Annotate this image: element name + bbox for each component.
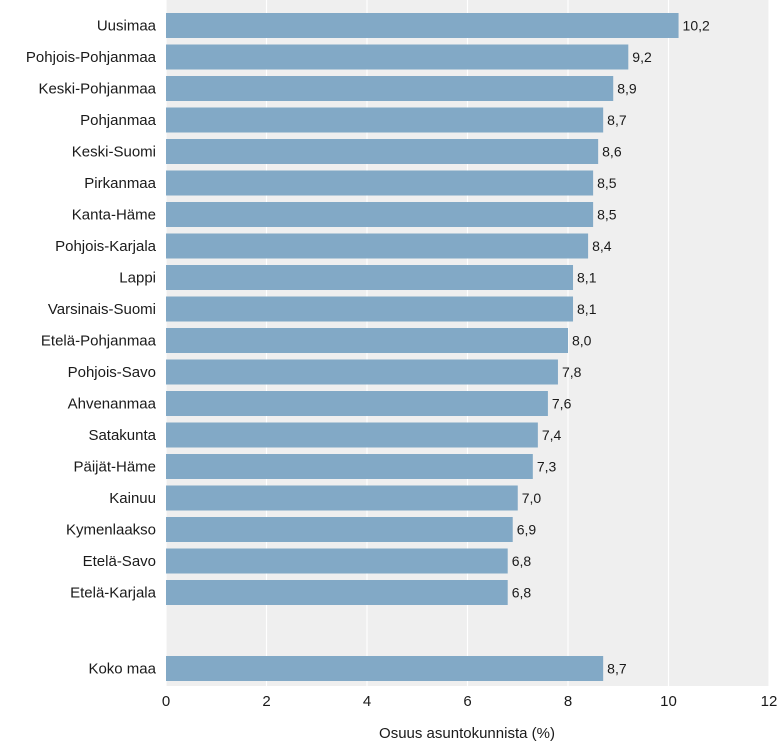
bar-row-15	[166, 485, 518, 511]
value-label: 8,9	[617, 81, 637, 97]
value-label: 8,7	[607, 661, 627, 677]
category-label: Ahvenanmaa	[68, 396, 157, 413]
bar-row-2	[166, 76, 614, 101]
category-label: Pohjois-Pohjanmaa	[26, 49, 157, 66]
category-label: Keski-Pohjanmaa	[38, 81, 156, 98]
value-label: 7,8	[562, 364, 582, 380]
value-label: 10,2	[683, 18, 710, 34]
x-axis-ticks: 0 2 4 6 8 10 12	[162, 693, 778, 710]
value-label: 7,4	[542, 427, 562, 443]
bar-row-4	[166, 139, 599, 164]
x-tick-label: 6	[463, 693, 471, 710]
bars	[166, 13, 679, 681]
x-tick-label: 0	[162, 693, 170, 710]
x-tick-label: 4	[363, 693, 371, 710]
bar-row-1	[166, 44, 629, 70]
value-label: 8,5	[597, 175, 617, 191]
category-label: Koko maa	[88, 661, 156, 678]
category-label: Etelä-Savo	[83, 553, 156, 570]
category-label: Lappi	[119, 270, 156, 287]
bar-row-14	[166, 454, 533, 479]
value-label: 6,8	[512, 585, 532, 601]
category-label: Kymenlaakso	[66, 522, 156, 539]
bar-row-6	[166, 202, 594, 227]
x-axis-title: Osuus asuntokunnista (%)	[379, 725, 555, 742]
bar-row-11	[166, 359, 558, 385]
value-label: 8,1	[577, 270, 597, 286]
bar-row-0	[166, 13, 679, 38]
bar-total	[166, 656, 604, 681]
category-label: Satakunta	[88, 427, 156, 444]
x-tick-label: 12	[761, 693, 778, 710]
bar-row-18	[166, 580, 508, 605]
category-label: Varsinais-Suomi	[48, 301, 156, 318]
category-label: Uusimaa	[97, 18, 157, 35]
value-label: 7,3	[537, 459, 557, 475]
bar-row-16	[166, 517, 513, 542]
x-tick-label: 10	[660, 693, 677, 710]
bar-row-12	[166, 391, 548, 416]
value-label: 8,6	[602, 144, 622, 160]
x-tick-label: 8	[564, 693, 572, 710]
category-label: Etelä-Pohjanmaa	[41, 333, 157, 350]
value-label: 6,9	[517, 522, 537, 538]
bar-row-8	[166, 265, 574, 290]
bar-row-17	[166, 548, 508, 574]
value-labels: 10,2 9,2 8,9 8,7 8,6 8,5 8,5 8,4 8,1 8,1 8,0 7,8 7,6…	[512, 18, 710, 677]
value-label: 8,5	[597, 207, 617, 223]
value-label: 7,6	[552, 396, 572, 412]
value-label: 8,7	[607, 112, 627, 128]
bar-row-3	[166, 107, 604, 133]
bar-row-5	[166, 170, 594, 196]
category-label: Kanta-Häme	[72, 207, 156, 224]
category-label: Keski-Suomi	[72, 144, 156, 161]
bar-row-7	[166, 233, 589, 259]
category-label: Etelä-Karjala	[70, 585, 157, 602]
value-label: 8,4	[592, 238, 612, 254]
bar-row-10	[166, 328, 568, 353]
category-label: Päijät-Häme	[73, 459, 156, 476]
bar-row-9	[166, 296, 574, 322]
category-labels: Uusimaa Pohjois-Pohjanmaa Keski-Pohjanmaa P…	[26, 18, 157, 678]
value-label: 6,8	[512, 553, 532, 569]
category-label: Pohjanmaa	[80, 112, 157, 129]
value-label: 8,0	[572, 333, 592, 349]
value-label: 8,1	[577, 301, 597, 317]
value-label: 7,0	[522, 490, 542, 506]
category-label: Pirkanmaa	[84, 175, 156, 192]
value-label: 9,2	[632, 49, 652, 65]
bar-row-13	[166, 422, 538, 448]
category-label: Kainuu	[109, 490, 156, 507]
category-label: Pohjois-Savo	[68, 364, 156, 381]
category-label: Pohjois-Karjala	[55, 238, 157, 255]
x-tick-label: 2	[262, 693, 270, 710]
